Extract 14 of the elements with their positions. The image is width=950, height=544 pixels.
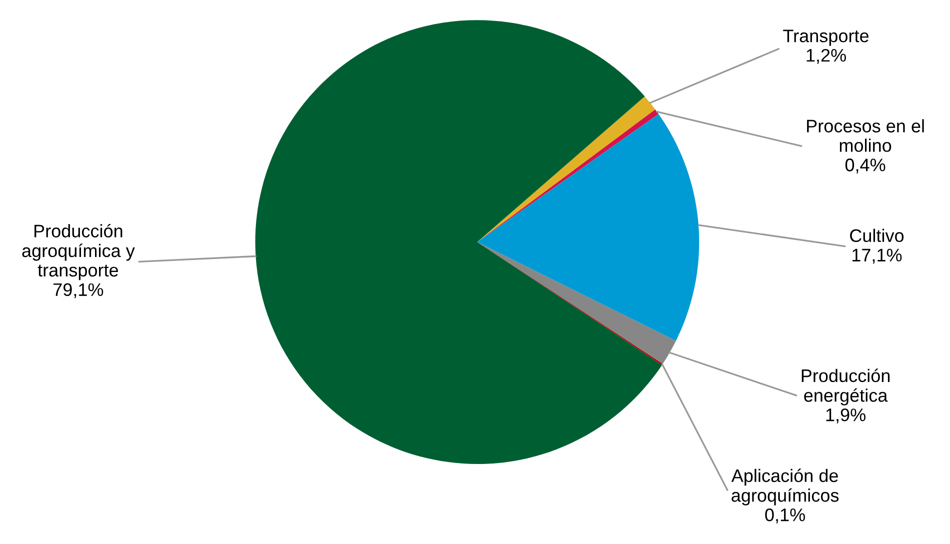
pie-slice	[477, 114, 700, 341]
slice-label: Procesos en el molino	[807, 119, 924, 152]
slice-label: Transporte	[783, 30, 869, 46]
slice-label: Cultivo	[850, 228, 904, 242]
data-label: 1,9%	[826, 408, 866, 424]
data-label: 79,1%	[54, 283, 104, 298]
data-label: 0,1%	[765, 508, 805, 524]
slice-label: Producción agroquímica y transporte	[22, 224, 135, 280]
slice-label: Aplicación de agroquímicos	[731, 468, 839, 506]
slice-label: Producción energética	[802, 368, 890, 406]
pie-slice	[255, 20, 662, 464]
data-label: 17,1%	[852, 248, 902, 264]
data-label: 1,2%	[806, 48, 846, 64]
data-label: 0,4%	[845, 158, 886, 174]
